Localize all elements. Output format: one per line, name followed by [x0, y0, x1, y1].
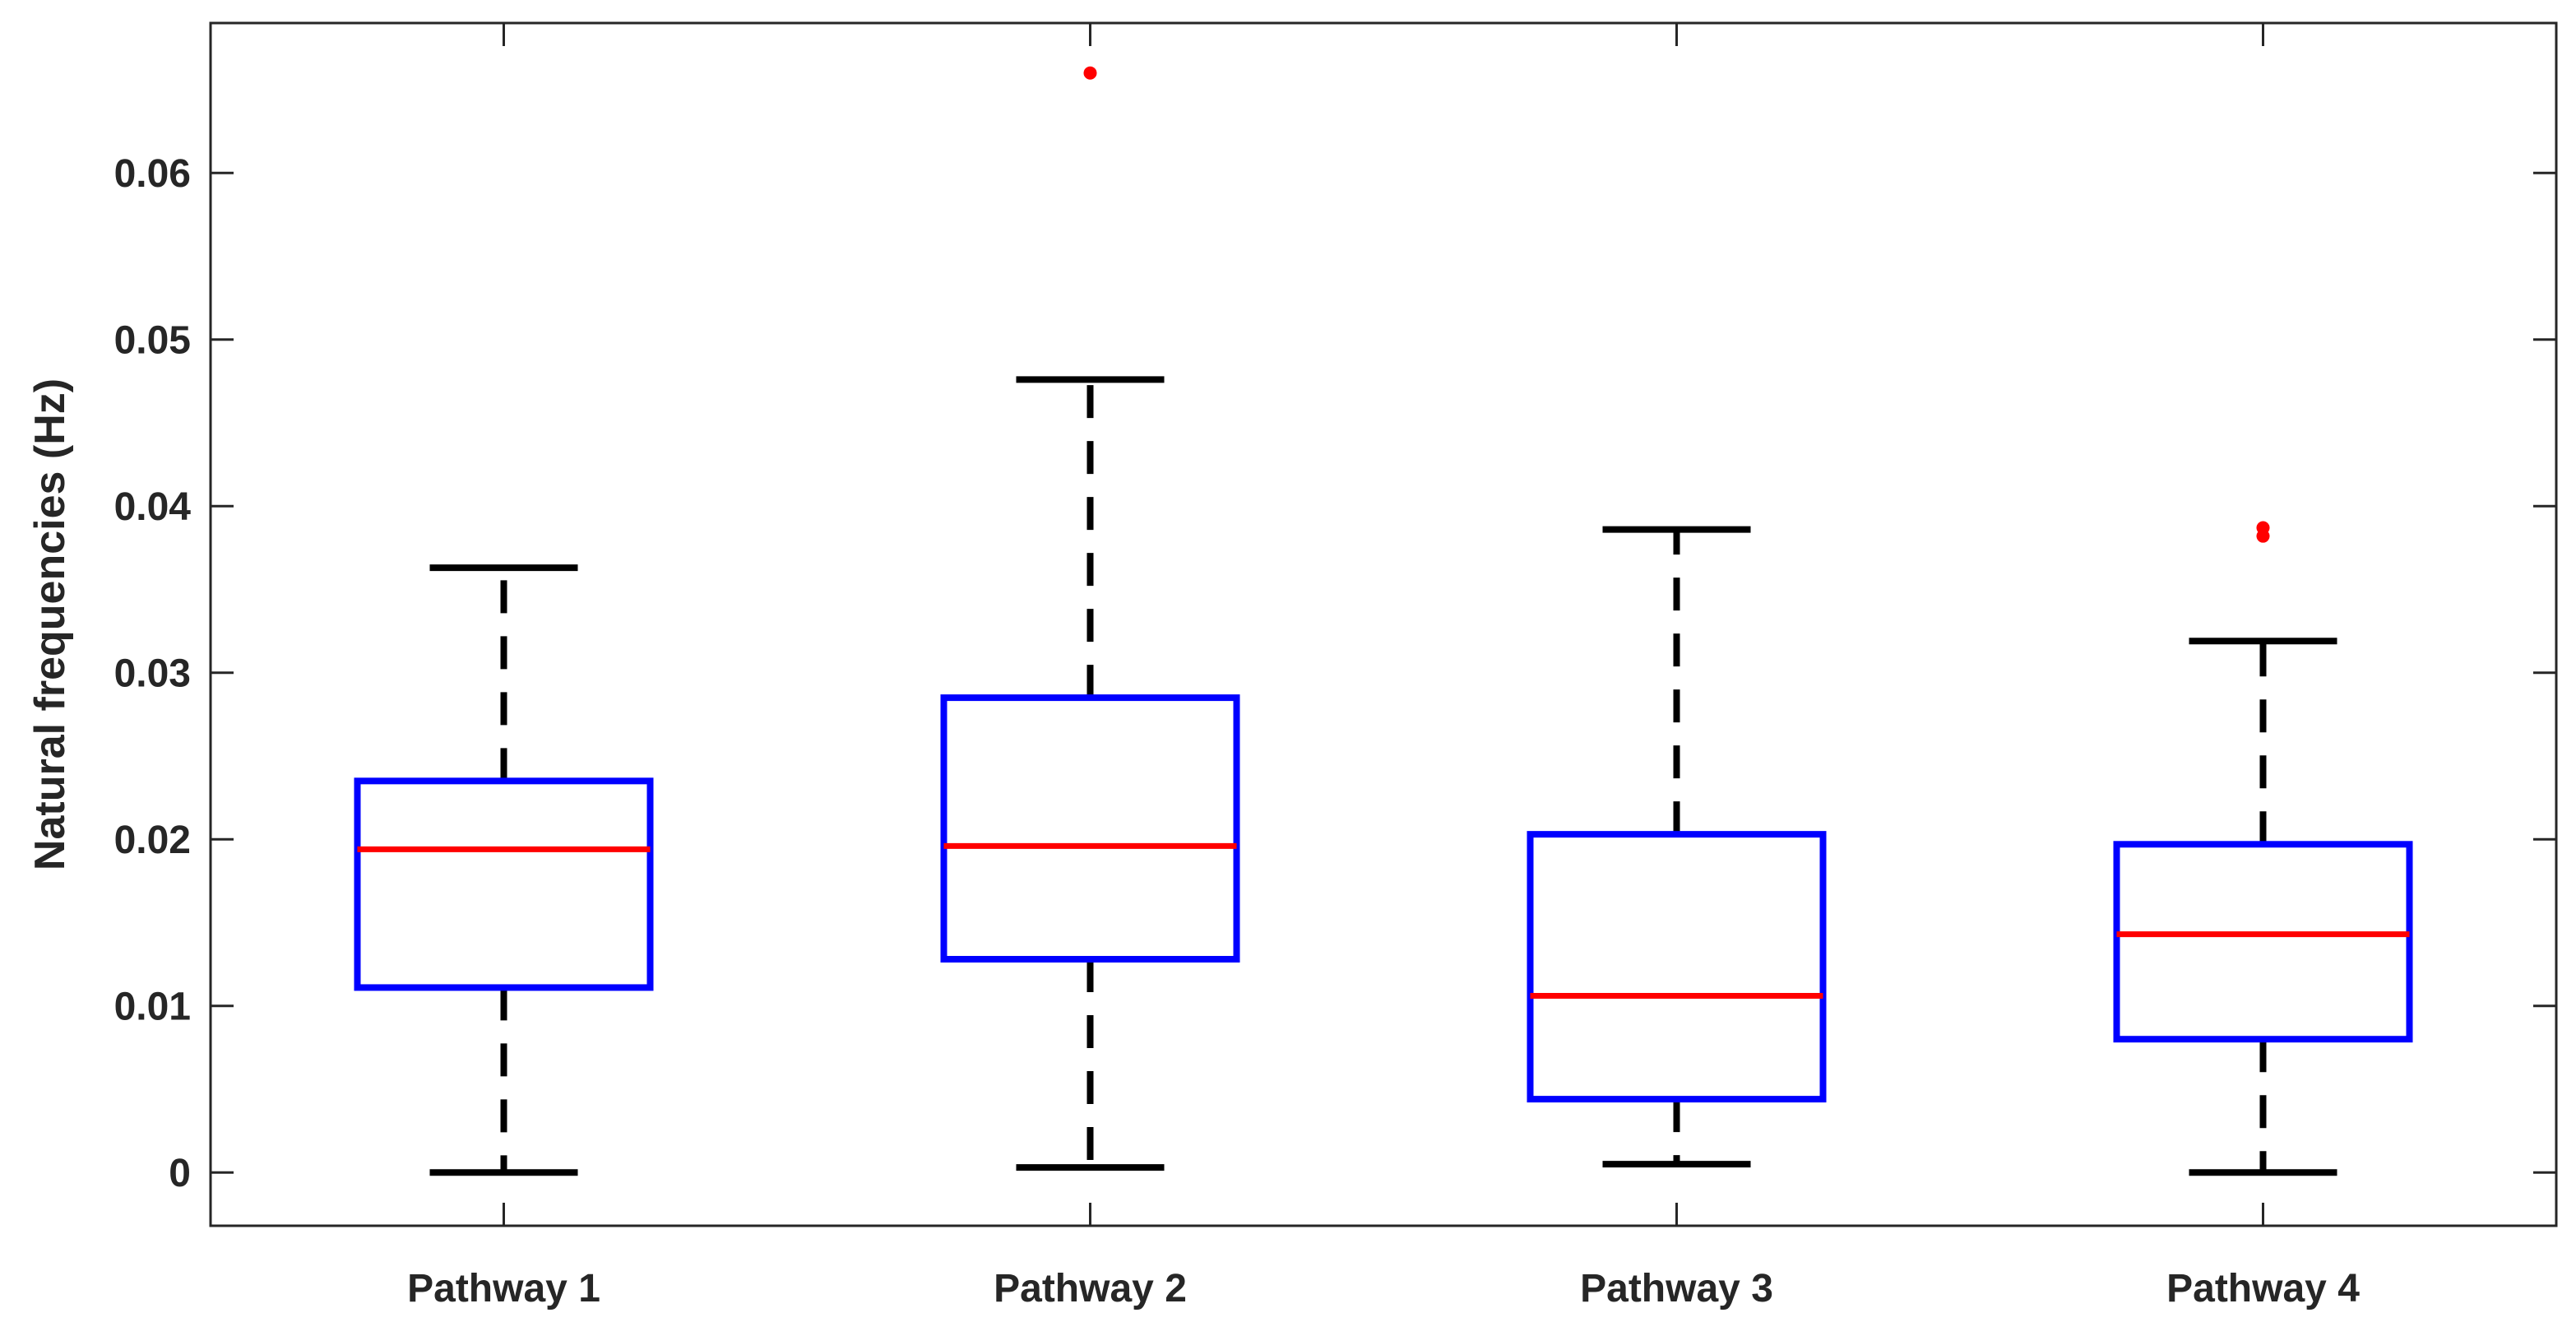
y-axis-ticks: 0 0.01 0.02 0.03 0.04 0.05 0.06	[114, 152, 2556, 1195]
y-tick-label: 0.03	[114, 652, 191, 696]
box-series	[354, 66, 2413, 1176]
axes-frame	[209, 21, 2558, 1227]
y-tick-label: 0	[169, 1152, 191, 1195]
y-tick-label: 0.05	[114, 319, 191, 363]
box-group	[940, 66, 1240, 1171]
x-tick-label: Pathway 2	[994, 1267, 1187, 1310]
iqr-box	[940, 694, 1240, 963]
outlier-point	[1083, 66, 1097, 80]
y-tick-label: 0.04	[114, 485, 192, 529]
plot-area-frame	[209, 21, 2558, 1227]
iqr-box	[2113, 841, 2413, 1043]
x-tick-label: Pathway 1	[407, 1267, 600, 1310]
iqr-box	[1527, 831, 1827, 1103]
x-tick-label: Pathway 4	[2166, 1267, 2360, 1310]
x-axis-ticks: Pathway 1 Pathway 2 Pathway 3 Pathway 4	[407, 23, 2360, 1310]
iqr-box	[354, 777, 654, 991]
box-group	[354, 564, 654, 1176]
y-tick-label: 0.02	[114, 819, 191, 862]
x-tick-label: Pathway 3	[1580, 1267, 1773, 1310]
box-group	[1527, 526, 1827, 1168]
y-tick-label: 0.01	[114, 986, 191, 1029]
box-group	[2113, 521, 2413, 1176]
y-tick-label: 0.06	[114, 152, 191, 196]
outlier-point	[2256, 521, 2270, 535]
y-axis-title: Natural frequencies (Hz)	[26, 378, 74, 870]
